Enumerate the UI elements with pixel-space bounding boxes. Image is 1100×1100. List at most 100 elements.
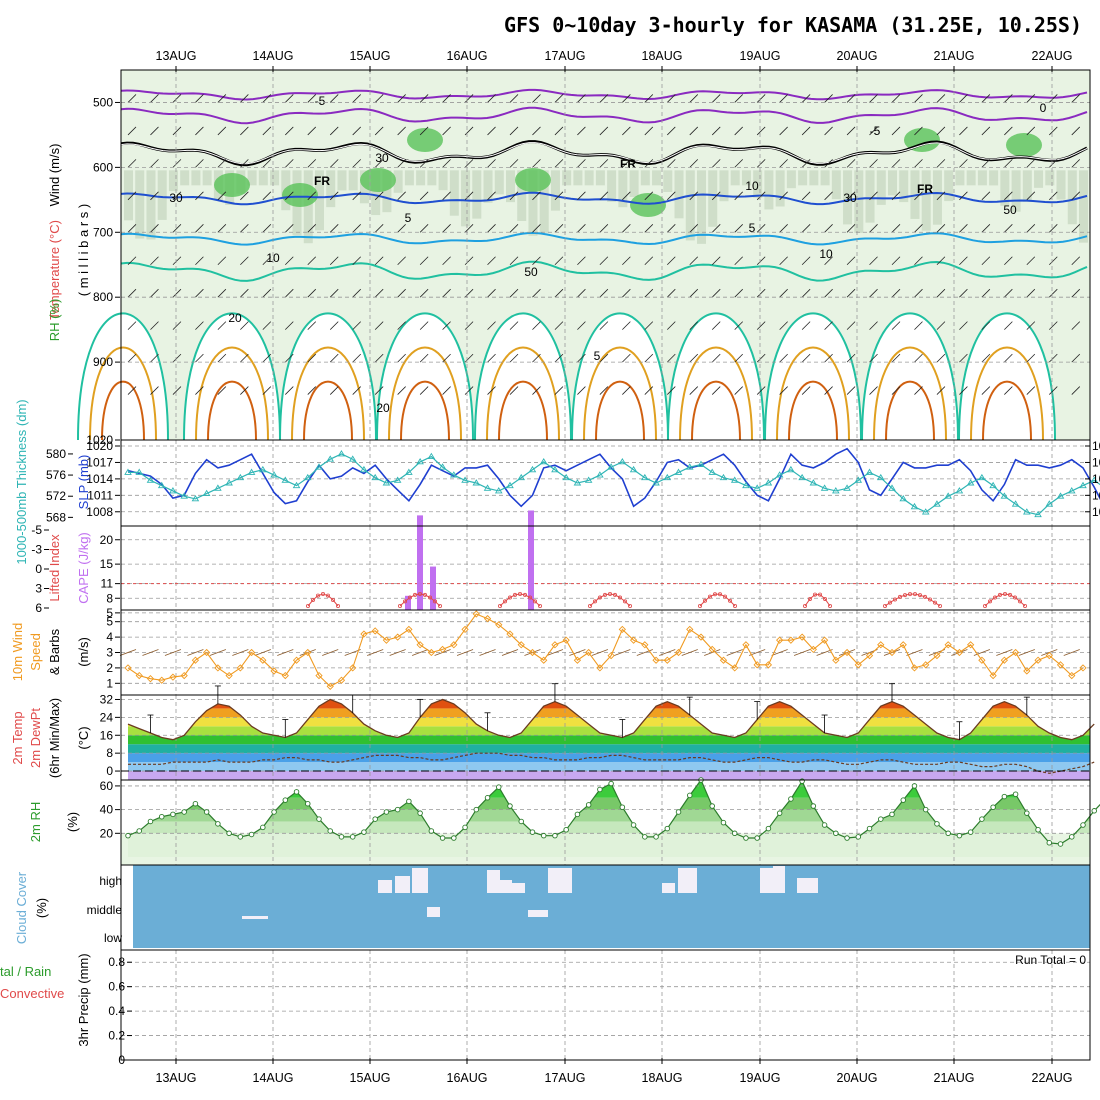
wind-barb [869, 386, 878, 395]
wind-barb [532, 353, 541, 363]
wind-barb [891, 223, 901, 233]
wind-barb [554, 223, 564, 233]
wind10-point [1000, 656, 1008, 664]
thickness-point [798, 473, 806, 481]
wind-barb [644, 126, 654, 136]
wind-barb [936, 256, 946, 266]
cloud-level-label: middle [87, 903, 123, 917]
rh-shade-cell [494, 170, 504, 195]
wind-barb [442, 223, 451, 233]
lifted-index-point [422, 592, 427, 597]
rh-shade-cell [876, 170, 886, 205]
rh2m-point [361, 829, 367, 835]
wind10-point [944, 641, 952, 649]
rh-shade-cell [315, 170, 324, 231]
wind-barb [554, 386, 564, 395]
rh-shade-cell [584, 170, 594, 186]
wind-barb [846, 223, 856, 233]
rh-high-shade [630, 193, 666, 217]
rh-shade-cell [966, 170, 976, 186]
contour-label: 5 [405, 211, 412, 225]
wind-barb [374, 191, 384, 201]
wind-barb-10m [411, 649, 429, 656]
wind-barb [195, 321, 204, 330]
wind-barb [622, 321, 631, 330]
rh2m-point [687, 792, 693, 799]
thickness-point [843, 484, 851, 491]
date-label-bottom: 18AUG [642, 1071, 683, 1085]
wind-barb [195, 288, 204, 298]
date-label-top: 15AUG [350, 49, 391, 63]
rh2m-point [990, 804, 996, 810]
rh-shade-cell [921, 170, 931, 231]
contour-label: FR [314, 174, 330, 188]
rh-shade-cell [854, 170, 864, 233]
thickness-point [1000, 492, 1009, 499]
wind-barb [667, 94, 676, 103]
temp-band [128, 717, 1090, 727]
wind10-point [236, 664, 244, 672]
wind-barb [150, 353, 159, 363]
warm-dome [862, 313, 958, 440]
warm-dome [184, 313, 280, 440]
thickness-tick-label: 580 [46, 447, 66, 461]
wind10-point [180, 671, 188, 680]
thickness-point [539, 457, 548, 465]
wind10-tick-label: 5 [106, 615, 113, 629]
wind10-point [540, 656, 548, 664]
wind-barb [959, 223, 968, 233]
wind10-point [292, 656, 301, 664]
lifted-index-point [533, 599, 538, 604]
wind-barb [891, 386, 901, 395]
lifted-index-point [502, 599, 507, 604]
rh-shade-cell [438, 170, 448, 191]
wind-barb [352, 159, 361, 168]
rh2m-point [248, 831, 255, 838]
wind-barb [532, 288, 541, 298]
cloud-level-label: high [99, 874, 122, 888]
rh2m-point [237, 834, 244, 840]
wind-barb [667, 288, 676, 298]
wind10-point [652, 656, 660, 664]
slp-label: SLP (mb) [76, 455, 91, 510]
wind-barb-10m [501, 649, 519, 656]
thickness-point [809, 479, 818, 486]
wind-barb [240, 223, 249, 233]
rh2m-point [911, 783, 918, 789]
wind-barb [532, 159, 541, 168]
wind10-point [1023, 667, 1031, 675]
cloud-gap [395, 876, 410, 893]
wind-barb [195, 94, 204, 103]
thickness-point [326, 455, 335, 462]
temp-color-bands [128, 699, 1090, 780]
rh-shade-cell [539, 170, 549, 233]
wind10-point [495, 621, 503, 629]
wind-barb [419, 191, 429, 201]
wind-barb [622, 94, 631, 103]
lifted-index-point [598, 595, 603, 600]
wind-barb [577, 94, 586, 103]
thickness-point [787, 465, 795, 473]
wind-barb [711, 321, 721, 330]
wind-barb [397, 386, 406, 395]
wind-barb [1049, 191, 1058, 201]
thickness-point [921, 508, 930, 515]
rh2m-point [855, 834, 862, 840]
wind-barb [779, 94, 788, 103]
rh-shade-cell [483, 170, 493, 203]
precip-tick-label: 0.2 [108, 1029, 125, 1043]
thickness-point [742, 481, 750, 489]
wind-barb [262, 321, 272, 330]
wind-barb [1004, 126, 1013, 136]
thickness-point [1034, 510, 1042, 518]
lifted-index-tick-label: 3 [35, 582, 42, 596]
rh2m-point [349, 834, 356, 840]
lifted-index-point [818, 592, 823, 597]
wind-barb [307, 256, 317, 266]
contour-label: 20 [228, 311, 242, 325]
wind-barb [936, 321, 946, 330]
wind-barb [307, 353, 317, 363]
rh2m-point [417, 810, 423, 816]
lifted-index-point [407, 595, 412, 600]
thickness-point [663, 473, 672, 481]
